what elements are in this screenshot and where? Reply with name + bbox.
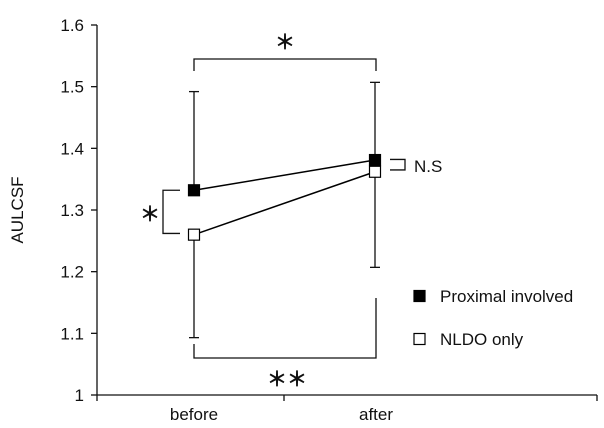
- x-tick-label: before: [170, 405, 218, 424]
- y-tick-label: 1.5: [60, 78, 84, 97]
- right-significance-label: N.S: [414, 157, 442, 176]
- y-tick-label: 1.6: [60, 16, 84, 35]
- y-tick-label: 1.1: [60, 324, 84, 343]
- y-tick-label: 1: [75, 386, 84, 405]
- series-layer: [187, 153, 382, 241]
- y-axis-label: AULCSF: [8, 176, 27, 243]
- legend-label: Proximal involved: [440, 287, 573, 306]
- left-bracket: [162, 189, 180, 235]
- right-bracket: [390, 158, 406, 171]
- data-point-open: [368, 165, 382, 178]
- series-line: [193, 171, 376, 236]
- left-significance-label: ＊: [140, 204, 160, 226]
- annotations: ＊＊＊＊N.S: [140, 32, 442, 391]
- series-line: [193, 159, 376, 192]
- data-point-open: [187, 228, 201, 241]
- data-point-filled: [368, 153, 382, 167]
- legend-marker-open: [413, 332, 426, 346]
- error-bars: [189, 81, 380, 339]
- y-ticks: 1 1.1 1.2 1.3 1.4 1.5 1.6: [60, 16, 97, 405]
- legend-marker-filled: [413, 289, 426, 303]
- bottom-bracket: [193, 298, 377, 359]
- y-tick-label: 1.2: [60, 263, 84, 282]
- y-tick-label: 1.3: [60, 201, 84, 220]
- bottom-significance-label: ＊＊: [267, 369, 307, 391]
- top-significance-label: ＊: [275, 32, 295, 54]
- legend: Proximal involved NLDO only: [413, 287, 573, 349]
- top-bracket: [193, 58, 377, 71]
- x-tick-label: after: [359, 405, 393, 424]
- significance-brackets: [162, 58, 406, 359]
- y-tick-label: 1.4: [60, 139, 84, 158]
- x-ticks: before after: [96, 395, 598, 424]
- legend-label: NLDO only: [440, 330, 524, 349]
- data-point-filled: [187, 184, 201, 197]
